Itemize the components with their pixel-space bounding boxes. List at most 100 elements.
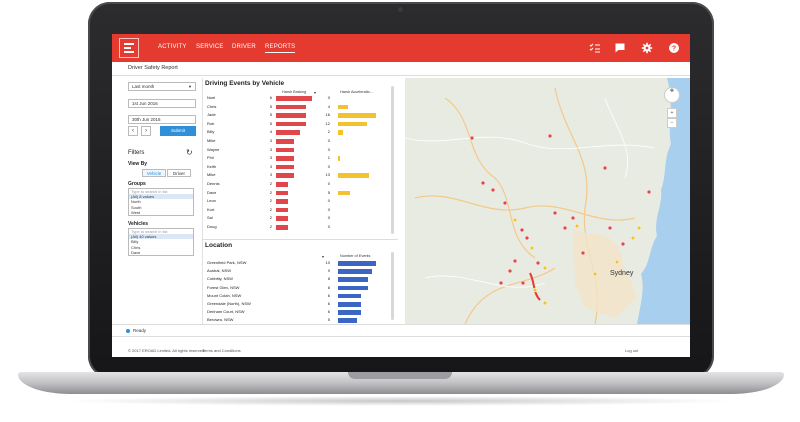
braking-bar[interactable] [276, 130, 300, 135]
table-row[interactable]: Rob 5 12 [202, 121, 392, 127]
table-row[interactable]: Mike 3 0 [202, 138, 392, 144]
incident-marker[interactable] [532, 287, 538, 293]
sort-desc-icon[interactable]: ▾ [322, 255, 324, 259]
vehicles-list[interactable]: Type to search in list (All) 40 values B… [128, 228, 194, 256]
events-bar[interactable] [338, 302, 361, 307]
incident-marker[interactable] [502, 200, 508, 206]
accel-bar[interactable] [338, 173, 369, 178]
incident-marker[interactable] [507, 268, 513, 274]
view-vehicle-toggle[interactable]: Vehicle [142, 169, 166, 177]
accel-bar[interactable] [338, 130, 343, 135]
list-item[interactable]: South [131, 204, 142, 210]
braking-bar[interactable] [276, 121, 306, 127]
table-row[interactable]: Keith 3 0 [202, 164, 392, 170]
table-row[interactable]: Greendale (North), NSW 6 [202, 301, 392, 307]
table-row[interactable]: Kurt 2 0 [202, 207, 392, 213]
events-count-header[interactable]: Number of Events [340, 254, 371, 258]
vehicles-search-input[interactable]: Type to search in list [131, 229, 168, 234]
list-item[interactable]: (All) 40 values [129, 234, 193, 240]
list-item[interactable]: (All) 8 values [129, 194, 193, 200]
eroad-logo[interactable] [119, 38, 139, 58]
table-row[interactable]: Billy 4 2 [202, 129, 392, 135]
incident-marker[interactable] [592, 271, 598, 277]
incident-marker[interactable] [535, 260, 541, 266]
incident-marker[interactable] [480, 180, 486, 186]
gear-icon[interactable] [641, 42, 653, 54]
nav-reports[interactable]: REPORTS [265, 44, 296, 53]
nav-driver[interactable]: DRIVER [232, 44, 256, 50]
table-row[interactable]: Sal 2 0 [202, 215, 392, 221]
accel-bar[interactable] [338, 190, 350, 196]
table-row[interactable]: Mount Colah, NSW 6 [202, 293, 392, 299]
harsh-braking-header[interactable]: Harsh Braking [282, 90, 307, 94]
braking-bar[interactable] [276, 173, 294, 178]
terms-link[interactable]: Terms and Conditions [202, 348, 241, 353]
events-bar[interactable] [338, 277, 369, 282]
chat-icon[interactable] [614, 42, 626, 54]
braking-bar[interactable] [276, 207, 288, 213]
incident-marker[interactable] [552, 210, 558, 216]
incident-marker[interactable] [614, 259, 620, 265]
incident-marker[interactable] [574, 223, 580, 229]
accel-bar[interactable] [338, 156, 341, 161]
list-item[interactable]: Billy [131, 239, 139, 245]
table-row[interactable]: Noel 6 0 [202, 95, 392, 101]
table-row[interactable]: Denham Court, NSW 6 [202, 309, 392, 315]
incident-marker[interactable] [620, 241, 626, 247]
braking-bar[interactable] [276, 139, 294, 144]
period-select[interactable]: Last month ▼ [128, 82, 196, 91]
incident-marker[interactable] [520, 280, 526, 286]
table-row[interactable]: Austral, NSW 9 [202, 268, 392, 274]
braking-bar[interactable] [276, 216, 288, 221]
sort-desc-icon[interactable]: ▾ [314, 91, 316, 95]
date-to-field[interactable]: 30th Jun 2016 [128, 115, 196, 124]
zoom-in-button[interactable]: + [667, 108, 677, 118]
table-row[interactable]: Berowra, NSW 5 [202, 317, 392, 323]
table-row[interactable]: Cobbitty, NSW 8 [202, 276, 392, 282]
incident-marker[interactable] [580, 250, 586, 256]
next-period-button[interactable]: › [141, 126, 151, 136]
braking-bar[interactable] [276, 147, 294, 153]
events-bar[interactable] [338, 293, 361, 299]
table-row[interactable]: Doug 2 0 [202, 224, 392, 230]
table-row[interactable]: Leon 2 0 [202, 198, 392, 204]
events-bar[interactable] [338, 310, 361, 315]
incident-marker[interactable] [542, 265, 548, 271]
table-row[interactable]: Chris 5 4 [202, 104, 392, 110]
events-bar[interactable] [338, 285, 369, 291]
incident-marker[interactable] [524, 235, 530, 241]
nav-service[interactable]: SERVICE [196, 44, 224, 50]
incident-marker[interactable] [636, 225, 642, 231]
view-driver-toggle[interactable]: Driver [167, 169, 191, 177]
list-item[interactable]: West [131, 209, 141, 215]
braking-bar[interactable] [276, 182, 288, 187]
table-row[interactable]: Wayne 3 0 [202, 147, 392, 153]
braking-bar[interactable] [276, 199, 288, 204]
refresh-icon[interactable]: ↻ [186, 148, 193, 157]
incident-marker[interactable] [469, 135, 475, 141]
list-item[interactable]: North [131, 199, 141, 205]
accel-bar[interactable] [338, 104, 348, 110]
nav-activity[interactable]: ACTIVITY [158, 44, 187, 50]
table-row[interactable]: Dave 2 5 [202, 190, 392, 196]
braking-bar[interactable] [276, 190, 288, 196]
table-row[interactable]: Dennis 2 0 [202, 181, 392, 187]
groups-list[interactable]: Type to search in list (All) 8 values No… [128, 188, 194, 216]
incident-marker[interactable] [562, 225, 568, 231]
list-item[interactable]: Dave [131, 249, 141, 255]
braking-bar[interactable] [276, 113, 306, 118]
checklist-icon[interactable] [589, 42, 601, 54]
table-row[interactable]: Forest Glen, NSW 8 [202, 285, 392, 291]
location-scrollbar[interactable] [391, 252, 394, 320]
braking-bar[interactable] [276, 164, 294, 170]
help-icon[interactable]: ? [668, 42, 680, 54]
events-scrollbar[interactable] [391, 86, 394, 234]
incident-marker[interactable] [512, 258, 518, 264]
map-view[interactable]: Sydney ✥ + − [405, 78, 690, 324]
incident-marker[interactable] [547, 133, 553, 139]
zoom-out-button[interactable]: − [667, 118, 677, 128]
accel-bar[interactable] [338, 121, 367, 127]
table-row[interactable]: Mike 3 13 [202, 172, 392, 178]
incident-marker[interactable] [607, 225, 613, 231]
logout-link[interactable]: Log out [625, 348, 639, 353]
